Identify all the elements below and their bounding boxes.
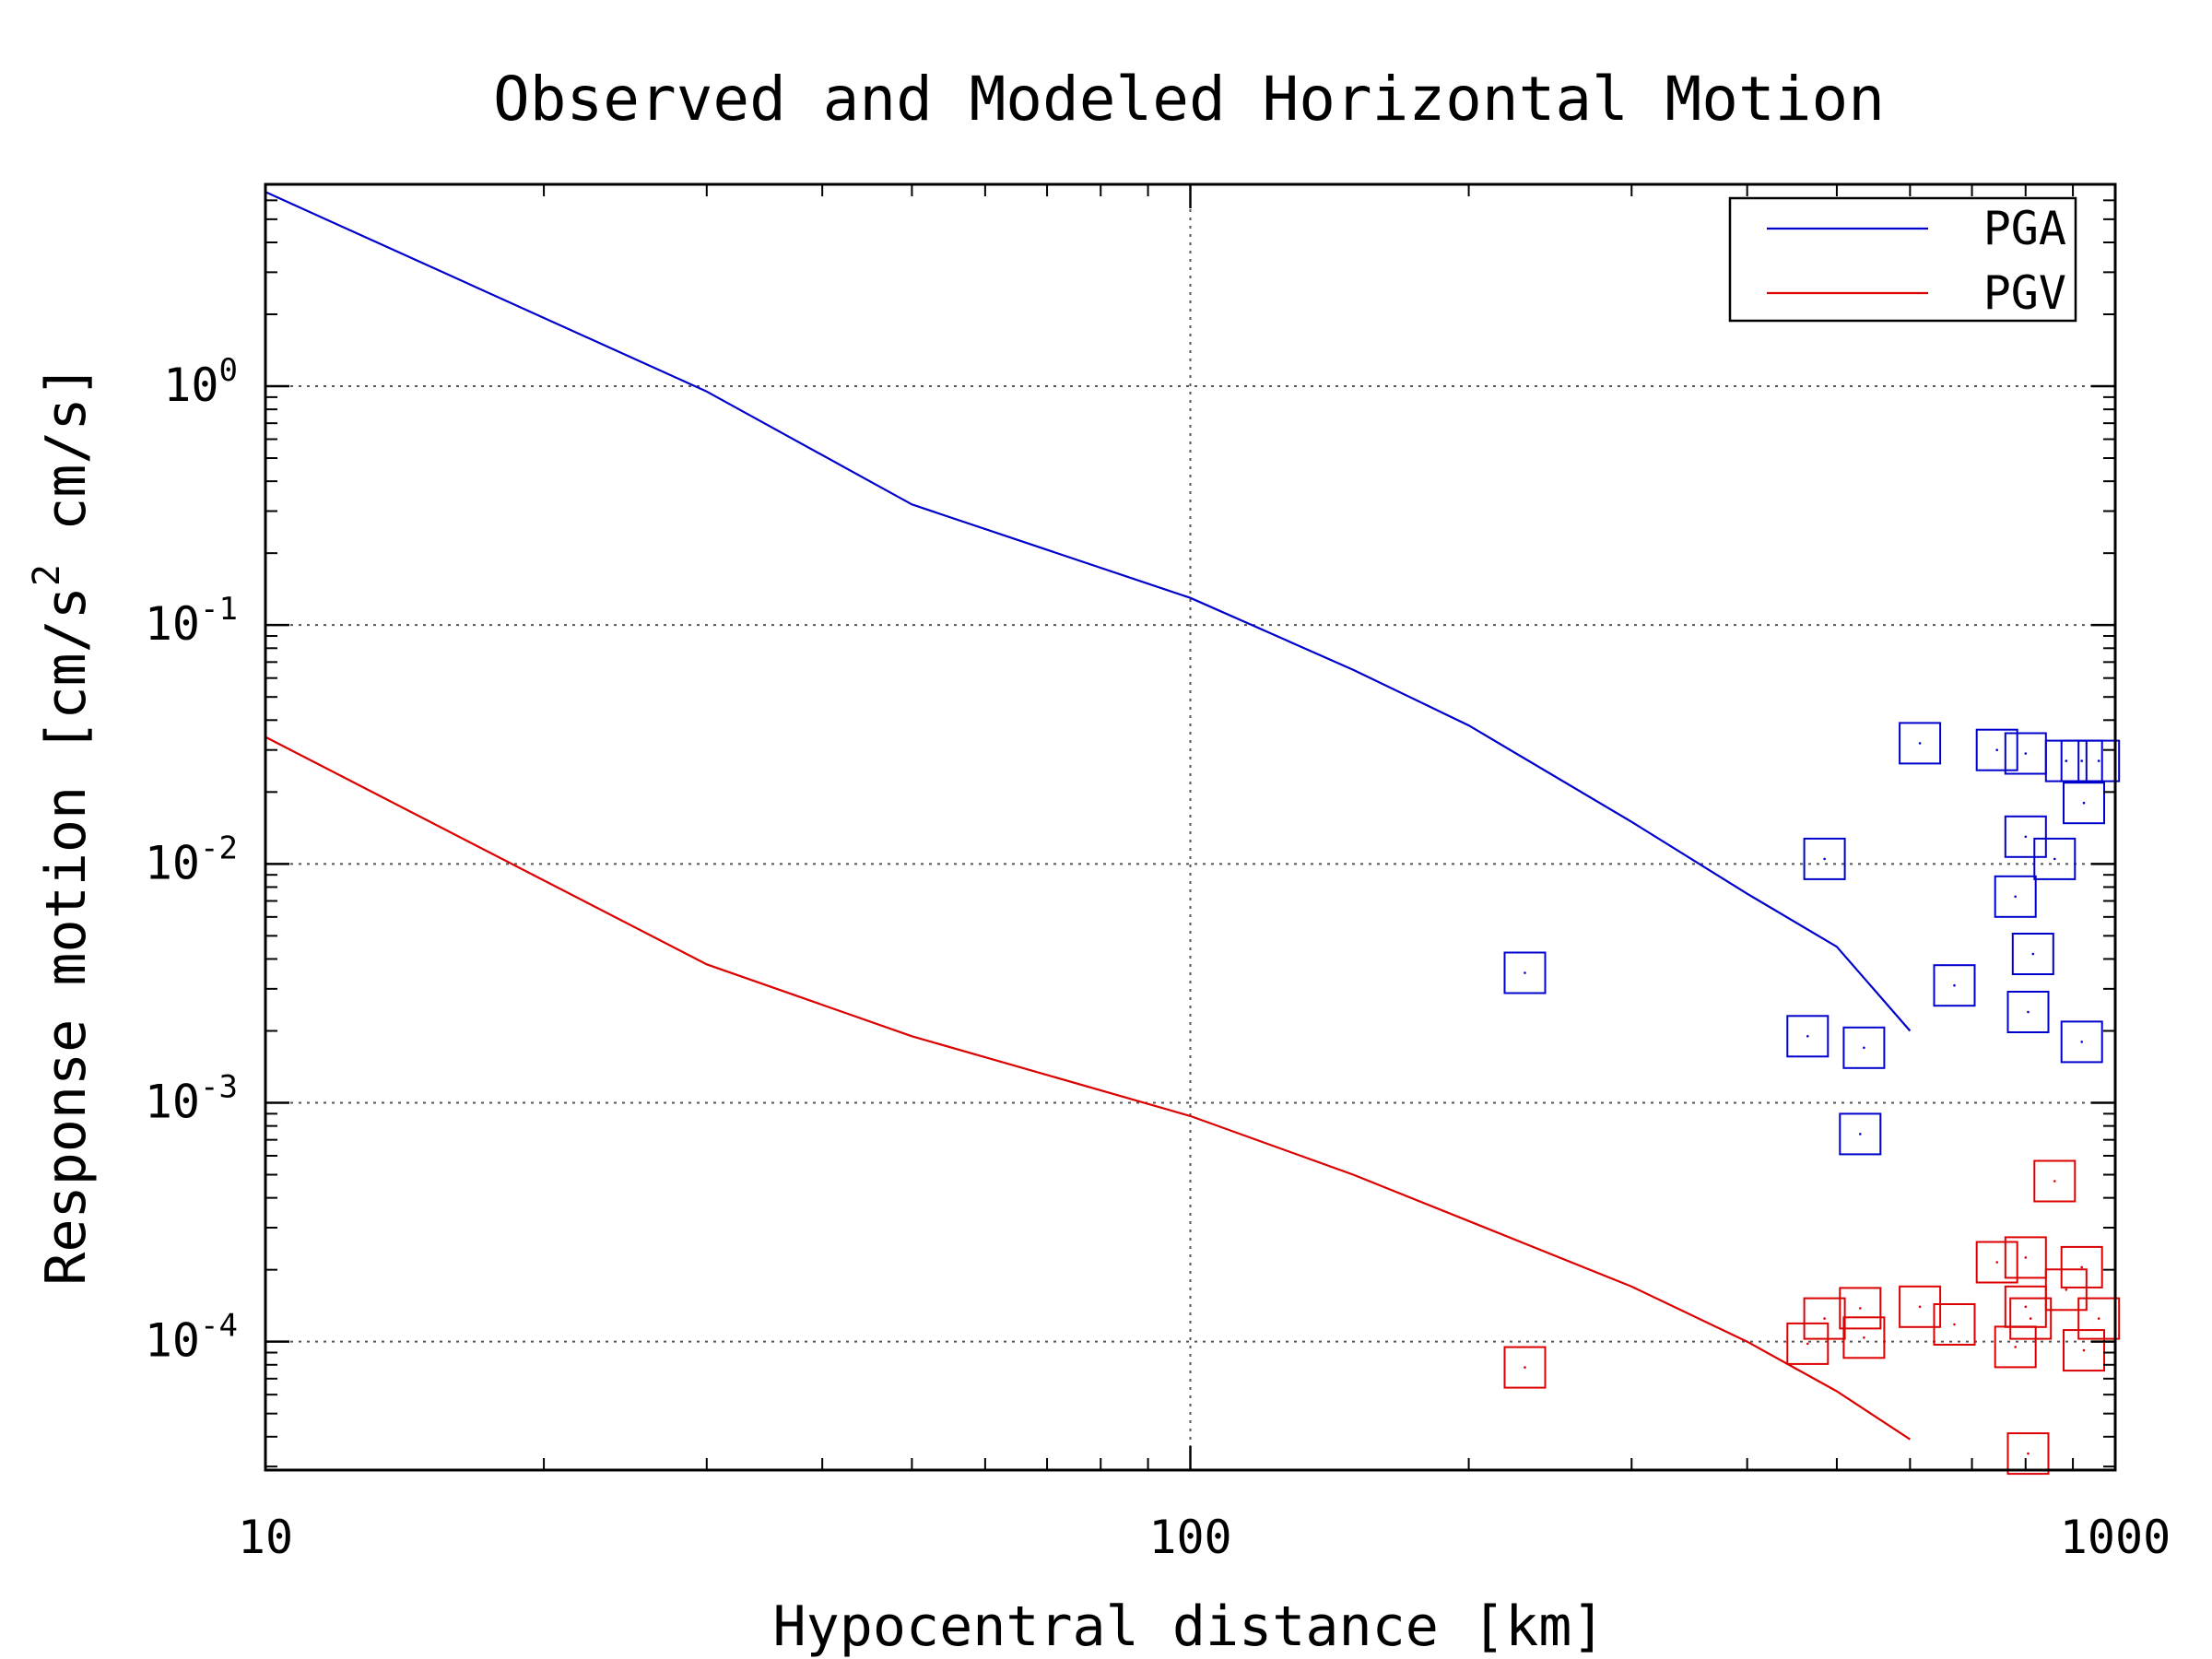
observed-point-pga [1786,1015,1830,1058]
observed-point-center-pga [2014,895,2017,899]
legend-label-pga: PGA [1983,202,2066,255]
y-tick-label: 10-4 [145,1308,238,1368]
y-axis-label-prefix: Response motion [cm/s [34,586,99,1286]
observed-point-center-pga [2024,752,2028,755]
observed-point-pga [1975,728,2018,771]
observed-point-pgv [1933,1303,1976,1346]
y-tick-label: 100 [163,352,238,412]
observed-point-pga [1994,875,2037,918]
observed-point-center-pga [1859,1133,1862,1135]
observed-point-pga [1803,837,1846,880]
tick-labels: 10 100 1000 100 10-1 10-2 10-3 10-4 [145,352,2171,1564]
observed-point-pgv [2033,1159,2077,1203]
observed-point-center-pga [2097,759,2100,762]
observed-point-pgv [2060,1245,2103,1288]
series-line-pga [265,191,1912,1032]
observed-point-center-pga [1806,1035,1809,1038]
observed-point-center-pga [2027,1010,2030,1014]
observed-point-center-pga [2065,759,2068,762]
observed-point-pgv [1975,1241,2018,1284]
observed-point-center-pgv [2014,1346,2017,1348]
observed-point-pgv [1786,1322,1830,1365]
observed-point-pga [2011,933,2054,975]
observed-point-center-pgv [1823,1317,1826,1320]
observed-point-center-pgv [2024,1256,2028,1259]
observed-point-center-pga [2080,759,2083,762]
observed-point-pgv [1503,1346,1547,1389]
observed-point-pga [1933,964,1976,1007]
observed-point-center-pgv [1953,1323,1956,1326]
observed-point-center-pgv [2080,1265,2083,1269]
observed-point-center-pgv [2053,1180,2056,1182]
observed-point-pga [2004,815,2047,858]
observed-point-pgv [2004,1236,2047,1279]
x-tick-label: 100 [1148,1511,1231,1564]
observed-point-center-pgv [1806,1342,1809,1346]
observed-point-pga [1839,1112,1882,1156]
observed-point-pga [1842,1026,1886,1069]
observed-point-pga [1899,722,1942,765]
observed-point-center-pgv [2065,1288,2068,1291]
observed-point-center-pga [1524,971,1526,974]
observed-point-center-pga [1863,1046,1865,1050]
observed-point-pga [2006,991,2050,1033]
observed-point-center-pga [2080,1041,2083,1043]
legend-box [1728,196,2077,323]
observed-point-pga [2033,837,2077,880]
observed-point-pgv [1803,1297,1846,1340]
observed-point-center-pga [2031,952,2035,956]
observed-point-center-pga [2082,801,2086,805]
observed-point-pgv [1899,1285,1942,1328]
observed-point-center-pga [1823,857,1826,861]
plot-series [265,191,2121,1476]
observed-point-center-pgv [2024,1305,2028,1309]
x-tick-label: 1000 [2060,1511,2171,1564]
observed-point-pgv [2044,1268,2088,1312]
observed-point-center-pga [2024,835,2028,839]
observed-point-center-pgv [2027,1452,2030,1455]
observed-point-pga [2077,739,2121,782]
observed-point-center-pgv [2082,1348,2086,1352]
observed-point-pga [2063,782,2105,825]
observed-point-pga [2060,1020,2103,1064]
y-axis-label-suffix: cm/s] [34,364,99,564]
y-tick-label: 10-1 [145,591,238,651]
series-line-pgv [265,735,1912,1441]
observed-point-center-pga [1995,748,1998,751]
y-tick-label: 10-2 [145,830,238,889]
observed-point-pgv [1842,1316,1886,1359]
y-axis-label: Response motion [cm/s2 cm/s] [26,364,99,1285]
ticks [264,184,2117,1470]
observed-point-pgv [1839,1287,1882,1330]
observed-point-center-pgv [1863,1336,1865,1339]
observed-point-pga [1503,951,1547,994]
observed-point-pgv [2077,1297,2121,1340]
observed-point-pgv [2063,1329,2105,1372]
y-tick-label: 10-3 [145,1069,238,1129]
observed-point-center-pga [2053,857,2056,861]
observed-point-center-pgv [1995,1261,1998,1264]
observed-point-center-pgv [1918,1305,1922,1309]
observed-point-center-pgv [2029,1317,2032,1320]
legend-label-pgv: PGV [1983,266,2066,320]
observed-point-pgv [2009,1297,2053,1340]
observed-point-center-pgv [2097,1317,2100,1320]
observed-point-center-pga [1953,983,1956,987]
x-tick-label: 10 [238,1511,293,1564]
observed-point-center-pgv [1859,1307,1862,1310]
legend: PGA PGV [1728,196,2077,323]
chart-title: Observed and Modeled Horizontal Motion [493,64,1885,135]
x-axis-label: Hypocentral distance [km] [772,1594,1605,1659]
y-axis-label-sup: 2 [26,564,68,586]
observed-point-pgv [2006,1432,2050,1476]
observed-point-center-pga [1918,742,1922,745]
observed-point-center-pgv [1524,1366,1526,1369]
grid [265,184,2115,1470]
